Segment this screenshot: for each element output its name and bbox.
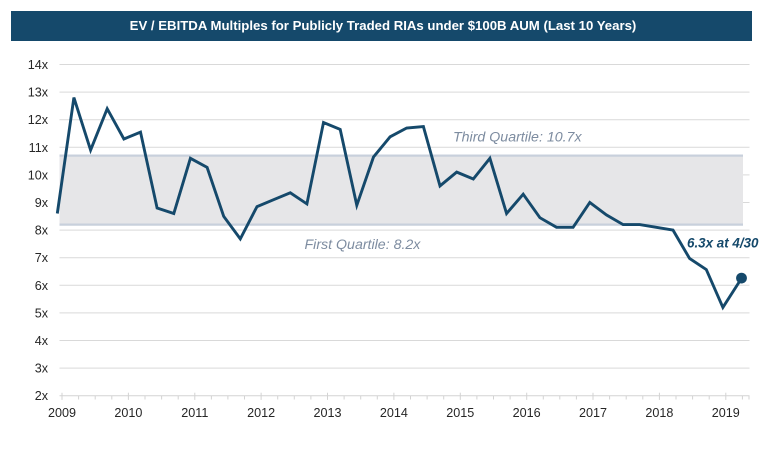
svg-text:4x: 4x — [35, 334, 49, 348]
svg-text:10x: 10x — [28, 168, 49, 182]
svg-text:2018: 2018 — [645, 406, 673, 420]
svg-text:2012: 2012 — [247, 406, 275, 420]
svg-text:EV / EBITDA Multiples for Publ: EV / EBITDA Multiples for Publicly Trade… — [130, 18, 637, 33]
svg-text:2014: 2014 — [380, 406, 408, 420]
svg-text:2009: 2009 — [48, 406, 76, 420]
svg-text:2011: 2011 — [181, 406, 208, 420]
svg-text:14x: 14x — [28, 58, 49, 72]
svg-text:9x: 9x — [35, 196, 49, 210]
svg-text:11x: 11x — [29, 141, 49, 155]
svg-text:6x: 6x — [35, 279, 49, 293]
svg-text:2016: 2016 — [513, 406, 541, 420]
svg-text:7x: 7x — [35, 251, 49, 265]
svg-text:2017: 2017 — [579, 406, 607, 420]
svg-text:13x: 13x — [28, 86, 49, 100]
svg-text:3x: 3x — [35, 362, 49, 376]
svg-text:Third Quartile: 10.7x: Third Quartile: 10.7x — [453, 130, 582, 146]
svg-text:5x: 5x — [35, 306, 49, 320]
svg-text:2013: 2013 — [313, 406, 341, 420]
svg-text:2x: 2x — [35, 389, 49, 403]
svg-text:2015: 2015 — [446, 406, 474, 420]
svg-text:First Quartile: 8.2x: First Quartile: 8.2x — [305, 237, 422, 253]
svg-text:6.3x at 4/30: 6.3x at 4/30 — [687, 236, 759, 251]
svg-text:12x: 12x — [28, 113, 49, 127]
svg-text:2019: 2019 — [712, 406, 740, 420]
svg-text:8x: 8x — [35, 224, 49, 238]
svg-text:2010: 2010 — [114, 406, 142, 420]
